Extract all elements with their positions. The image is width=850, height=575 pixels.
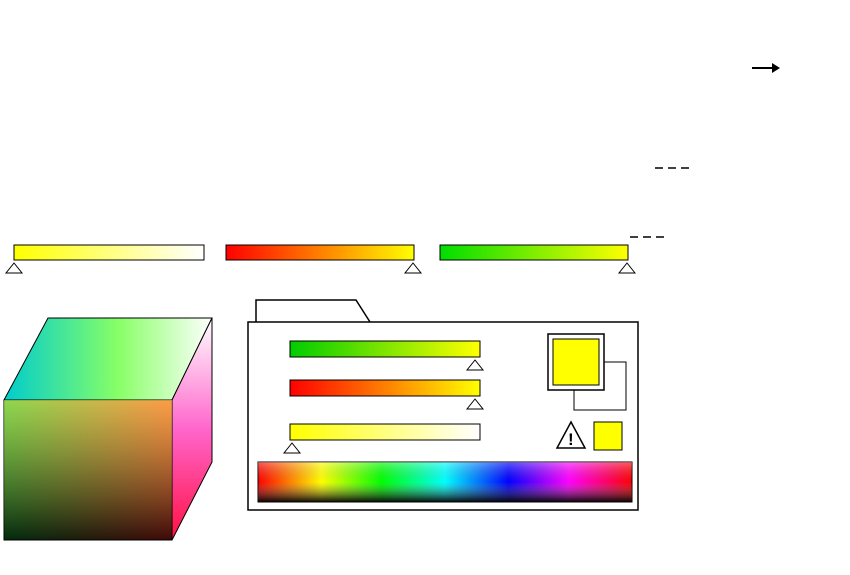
picker-tab (255, 299, 371, 323)
green-value-bar (225, 244, 423, 274)
gamut-color-swatch (593, 421, 623, 451)
green-slider-triangle (403, 262, 423, 274)
r-slider-handle (465, 359, 485, 371)
svg-text:!: ! (568, 430, 574, 449)
red-value-bar (439, 244, 637, 274)
rgb-color-cube (3, 317, 213, 541)
blue-slider-triangle (4, 262, 24, 274)
r-slider-bar (289, 340, 481, 358)
b-slider-bar (289, 423, 481, 441)
red-slider-triangle (617, 262, 637, 274)
g-slider-bar (289, 379, 481, 397)
g-slider-handle (465, 398, 485, 410)
blue-value-bar (4, 244, 205, 274)
warning-icon: ! (555, 420, 587, 449)
current-color-swatch (552, 338, 600, 386)
b-slider-handle (282, 442, 302, 454)
right-arrow-icon (752, 63, 780, 73)
color-picker-panel: ! (247, 299, 639, 511)
